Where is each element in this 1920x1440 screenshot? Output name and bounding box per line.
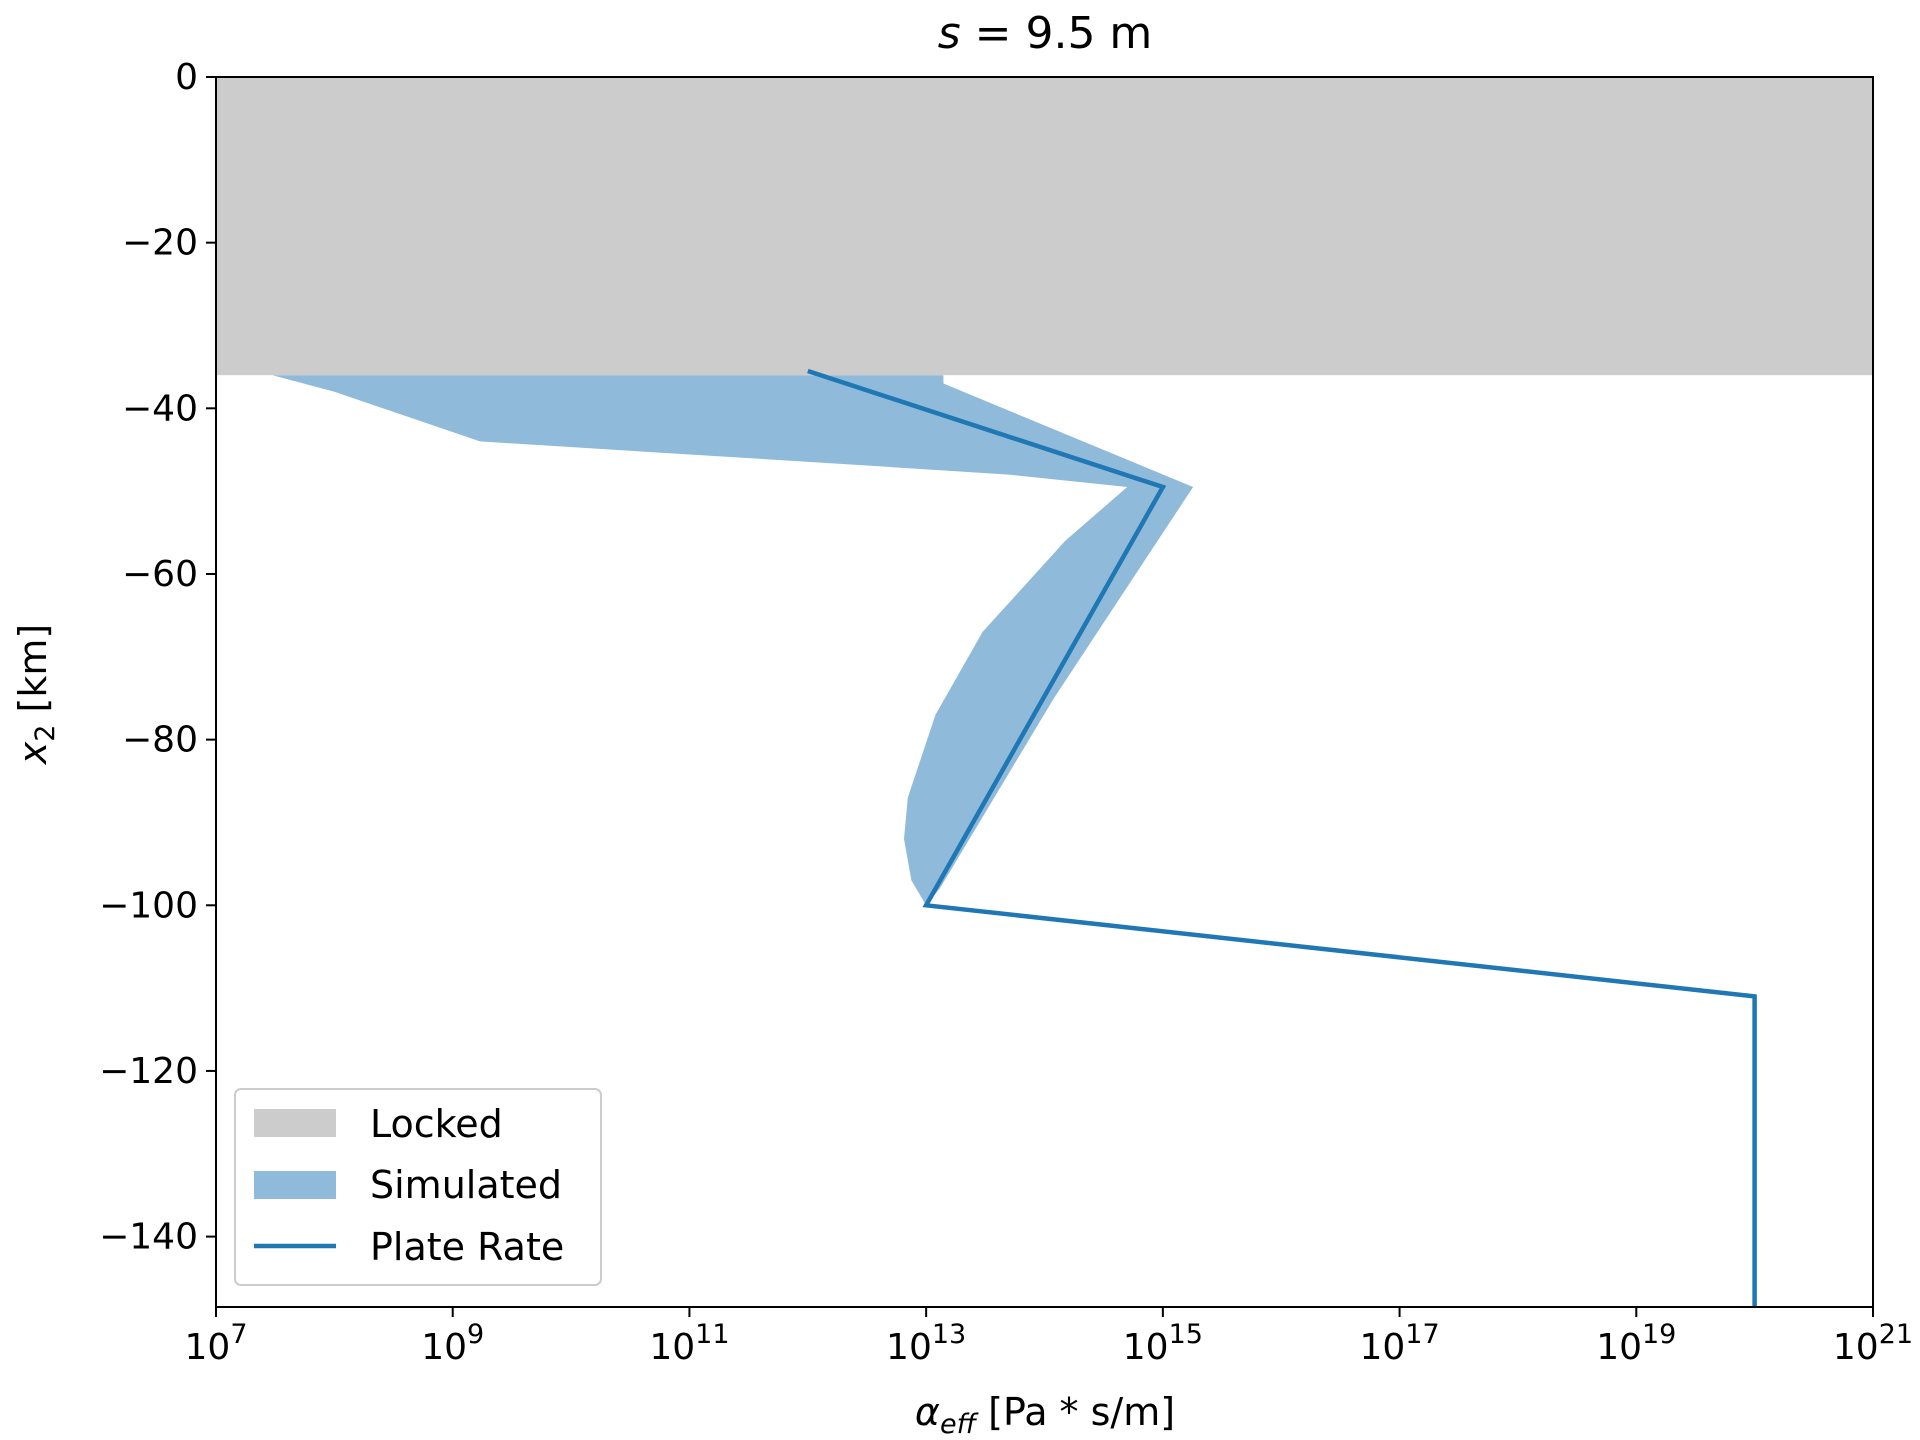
legend-swatch-locked (254, 1109, 336, 1137)
y-tick-label: −100 (99, 885, 198, 926)
x-tick-label: 109 (421, 1319, 484, 1368)
x-tick-base: 10 (1123, 1327, 1169, 1368)
x-tick-label: 107 (185, 1319, 248, 1368)
locked-region (216, 77, 1873, 376)
y-tick-label: −20 (122, 223, 198, 264)
y-label-units: [km] (11, 624, 55, 725)
legend: Locked Simulated Plate Rate (234, 1088, 602, 1286)
y-axis-label: x2 [km] (11, 624, 61, 765)
x-tick-exponent: 15 (1169, 1319, 1203, 1350)
plate-rate-line (807, 368, 1757, 1307)
y-tick-label: −120 (99, 1051, 198, 1092)
x-tick-exponent: 11 (695, 1319, 729, 1350)
plot-area (216, 77, 1873, 1307)
x-tick-base: 10 (1833, 1327, 1879, 1368)
x-tick-exponent: 13 (932, 1319, 966, 1350)
x-tick-label: 1019 (1596, 1319, 1676, 1368)
legend-swatch-simulated (254, 1171, 336, 1199)
x-axis-ticks: 107 109 1011 1013 1015 1017 1019 1021 (185, 1307, 1913, 1368)
x-tick-label: 1015 (1123, 1319, 1203, 1368)
legend-label-locked: Locked (370, 1102, 503, 1146)
simulated-range-area (272, 375, 1194, 906)
legend-label-plate-rate: Plate Rate (370, 1225, 564, 1269)
plot-frame (215, 76, 1874, 1308)
x-tick-base: 10 (1359, 1327, 1405, 1368)
y-tick-label: −40 (122, 388, 198, 429)
y-axis-ticks: 0 −20 −40 −60 −80 −100 −120 −140 (99, 57, 216, 1258)
x-tick-label: 1021 (1833, 1319, 1913, 1368)
y-tick-label: 0 (175, 57, 198, 98)
chart-title: s = 9.5 m (938, 8, 1153, 59)
x-tick-base: 10 (886, 1327, 932, 1368)
x-tick-label: 1011 (649, 1319, 729, 1368)
x-tick-exponent: 17 (1405, 1319, 1439, 1350)
y-tick-label: −140 (99, 1217, 198, 1258)
x-label-subscript: eff (940, 1409, 979, 1440)
x-tick-exponent: 21 (1879, 1319, 1913, 1350)
x-label-symbol: α (915, 1390, 940, 1434)
x-tick-exponent: 19 (1642, 1319, 1676, 1350)
title-variable: s (938, 8, 961, 59)
y-tick-label: −60 (122, 554, 198, 595)
legend-box (234, 1088, 602, 1286)
x-tick-base: 10 (649, 1327, 695, 1368)
x-tick-label: 1017 (1359, 1319, 1439, 1368)
y-label-variable: x (11, 741, 55, 765)
title-rest: = 9.5 m (961, 8, 1153, 59)
y-tick-label: −80 (122, 720, 198, 761)
x-tick-exponent: 9 (467, 1319, 484, 1350)
x-axis-label: αeff [Pa * s/m] (915, 1390, 1175, 1440)
x-label-units: [Pa * s/m] (976, 1390, 1175, 1434)
x-tick-exponent: 7 (230, 1319, 247, 1350)
legend-label-simulated: Simulated (370, 1163, 562, 1207)
y-label-subscript: 2 (30, 725, 61, 742)
x-tick-label: 1013 (886, 1319, 966, 1368)
x-tick-base: 10 (421, 1327, 467, 1368)
x-tick-base: 10 (185, 1327, 231, 1368)
x-tick-base: 10 (1596, 1327, 1642, 1368)
